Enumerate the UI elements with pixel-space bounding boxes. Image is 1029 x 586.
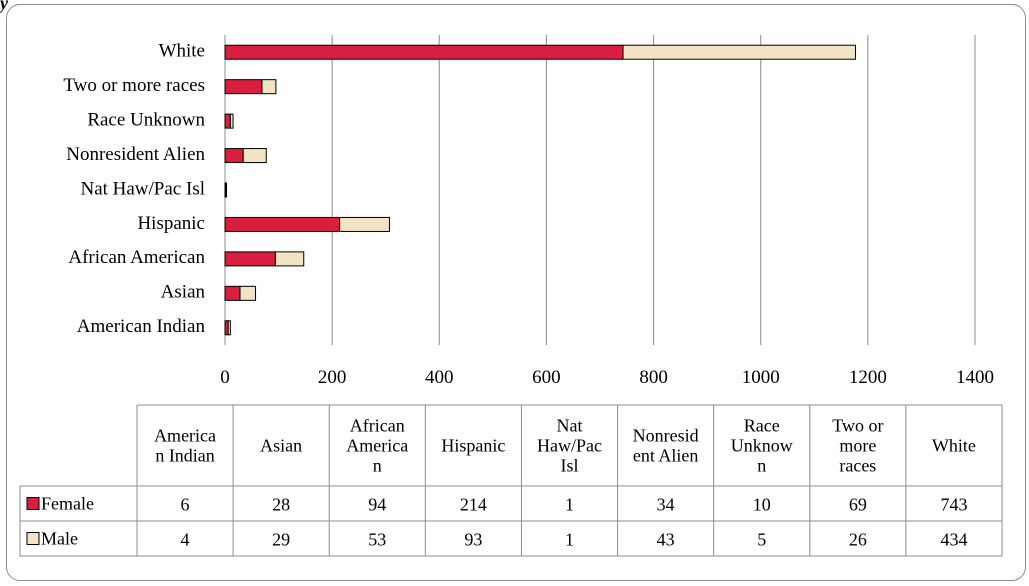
table-cell: 28: [272, 495, 290, 515]
table-cell: 5: [757, 530, 766, 550]
table-cell: 1: [565, 530, 574, 550]
bar-male: [242, 148, 267, 164]
table-cell: 4: [181, 530, 190, 550]
category-label: Two or more races: [63, 75, 205, 96]
x-tick-label: 1000: [742, 367, 780, 388]
table-cell: 53: [368, 530, 386, 550]
corner-text: y: [0, 0, 8, 13]
table-header: Race Unknow n: [731, 416, 793, 476]
category-label: Nat Haw/Pac Isl: [80, 178, 205, 199]
bar-female: [224, 251, 276, 267]
category-label: White: [159, 41, 205, 62]
table-header: Nonresid ent Alien: [633, 426, 699, 466]
category-label: American Indian: [77, 316, 206, 337]
table-cell: 6: [181, 495, 190, 515]
table-cell: 26: [849, 530, 867, 550]
table-header: African America n: [346, 416, 408, 476]
bar-female: [224, 216, 341, 232]
table-cell: 93: [464, 530, 482, 550]
table-cell: 1: [565, 495, 574, 515]
table-cell: 434: [940, 530, 967, 550]
bar-male: [225, 182, 228, 198]
table-cell: 29: [272, 530, 290, 550]
bar-series: [224, 44, 857, 336]
x-tick-label: 600: [532, 367, 561, 388]
category-label: Asian: [161, 282, 206, 303]
gridlines: [224, 35, 976, 345]
bar-male: [339, 216, 390, 232]
table-cell: 10: [753, 495, 771, 515]
bar-female: [224, 44, 624, 60]
bar-male: [622, 44, 857, 60]
table-cell: 214: [460, 495, 487, 515]
table-header: White: [932, 436, 976, 456]
table-header: Hispanic: [441, 436, 505, 456]
category-label: African American: [68, 247, 205, 268]
x-tick-label: 1400: [956, 367, 994, 388]
bar-female: [224, 113, 231, 129]
category-label: Nonresident Alien: [66, 144, 205, 165]
category-labels: American Indian Asian African American Hisp…: [63, 41, 205, 338]
data-table: America n Indian Asian African America n Hispa…: [19, 404, 1003, 557]
legend-swatch-male: [26, 532, 40, 545]
table-header: Nat Haw/Pac Isl: [537, 416, 602, 476]
x-tick-label: 1200: [849, 367, 887, 388]
table-cell: 43: [657, 530, 675, 550]
bar-male: [239, 285, 257, 301]
bar-male: [274, 251, 305, 267]
x-tick-label: 200: [318, 367, 347, 388]
table-cell: 743: [940, 495, 967, 515]
bar-female: [224, 79, 263, 95]
table-cell: 34: [657, 495, 675, 515]
x-tick-label: 0: [220, 367, 230, 388]
chart-frame: [6, 4, 1026, 581]
x-tick-label: 800: [639, 367, 668, 388]
bar-male: [227, 320, 231, 336]
bar-male: [261, 79, 277, 95]
category-label: Hispanic: [137, 213, 205, 234]
table-cell: 69: [849, 495, 867, 515]
table-header: Asian: [260, 436, 302, 456]
bar-female: [224, 285, 241, 301]
table-cell: 94: [368, 495, 386, 515]
legend-label: Female: [41, 494, 94, 514]
table-header: America n Indian: [154, 426, 216, 466]
bar-male: [229, 113, 234, 129]
bar-female: [224, 148, 244, 164]
category-label: Race Unknown: [87, 109, 205, 130]
x-tick-labels: 0 200 400 600 800 1000 1200 1400: [220, 367, 994, 388]
x-tick-label: 400: [425, 367, 454, 388]
legend-swatch-female: [26, 497, 40, 510]
legend-label: Male: [41, 529, 78, 549]
table-header: Two or more races: [832, 416, 883, 476]
